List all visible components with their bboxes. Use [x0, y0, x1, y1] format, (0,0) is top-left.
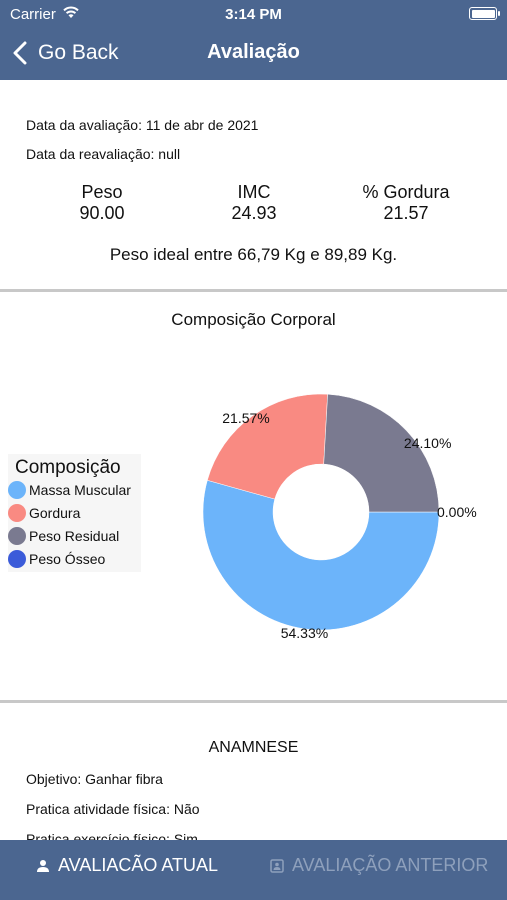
legend-label: Massa Muscular: [29, 482, 131, 498]
legend-swatch: [8, 550, 26, 568]
chart-title: Composição Corporal: [171, 310, 336, 329]
divider: [0, 289, 507, 292]
anamnese-title: ANAMNESE: [208, 739, 299, 756]
carrier-label: Carrier: [10, 6, 56, 23]
divider: [0, 700, 507, 703]
pie-label-gordura: 21.57%: [222, 410, 269, 426]
anamnese-objetivo: Objetivo: Ganhar fibra: [26, 771, 163, 787]
metric-value: 90.00: [79, 203, 125, 223]
back-label: Go Back: [38, 41, 119, 64]
metric-value: 21.57: [383, 203, 429, 223]
person-icon: [37, 859, 49, 872]
data-reavaliacao: Data da reavaliação: null: [26, 146, 181, 162]
tab-avaliacao-anterior[interactable]: AVALIAÇÃO ANTERIOR: [270, 855, 488, 876]
legend-label: Peso Residual: [29, 528, 120, 544]
pie-chart: 54.33% 21.57% 24.10% 0.00%: [202, 393, 477, 641]
battery-icon: [469, 7, 500, 20]
tab-label: AVALIAÇÃO ANTERIOR: [292, 855, 489, 875]
metric-gordura: % Gordura 21.57: [336, 182, 476, 224]
pie-label-peso-osseo: 0.00%: [437, 504, 477, 520]
tab-label: AVALIACÃO ATUAL: [58, 855, 219, 875]
anamnese-atividade: Pratica atividade física: Não: [26, 801, 200, 817]
legend-item-peso-residual: Peso Residual: [8, 525, 119, 547]
legend-label: Gordura: [29, 505, 81, 521]
legend-title: Composição: [15, 457, 121, 478]
data-avaliacao: Data da avaliação: 11 de abr de 2021: [26, 117, 259, 133]
legend-item-massa-muscular: Massa Muscular: [8, 479, 131, 501]
status-bar: Carrier 3:14 PM: [0, 0, 507, 28]
chevron-left-icon: [13, 41, 27, 65]
chart-legend: Composição Massa Muscular Gordura Peso R…: [8, 454, 141, 572]
contact-card-icon: [270, 858, 284, 873]
clock: 3:14 PM: [225, 6, 282, 23]
pie-label-peso-residual: 24.10%: [404, 435, 451, 451]
metric-label: % Gordura: [362, 182, 450, 202]
wifi-icon: [63, 6, 79, 18]
metric-imc: IMC 24.93: [184, 182, 324, 224]
metric-value: 24.93: [231, 203, 277, 223]
metric-label: Peso: [81, 182, 123, 202]
back-button[interactable]: Go Back: [12, 38, 119, 68]
pie-slice-peso-residual: [323, 393, 440, 513]
bottom-tab-bar: AVALIACÃO ATUAL AVALIAÇÃO ANTERIOR: [0, 840, 507, 900]
pie-label-massa-muscular: 54.33%: [281, 625, 328, 641]
legend-item-peso-osseo: Peso Ósseo: [8, 548, 105, 570]
metric-peso: Peso 90.00: [32, 182, 172, 224]
legend-label: Peso Ósseo: [29, 551, 106, 567]
legend-swatch: [8, 504, 26, 522]
pie-slice-gordura: [207, 393, 328, 500]
top-bar: Carrier 3:14 PM Go Back Avaliação: [0, 0, 507, 80]
legend-swatch: [8, 527, 26, 545]
legend-item-gordura: Gordura: [8, 502, 80, 524]
peso-ideal: Peso ideal entre 66,79 Kg e 89,89 Kg.: [109, 245, 398, 264]
metric-label: IMC: [237, 182, 271, 202]
legend-swatch: [8, 481, 26, 499]
tab-avaliacao-atual[interactable]: AVALIACÃO ATUAL: [36, 855, 218, 876]
nav-bar: Go Back Avaliação: [0, 28, 507, 80]
